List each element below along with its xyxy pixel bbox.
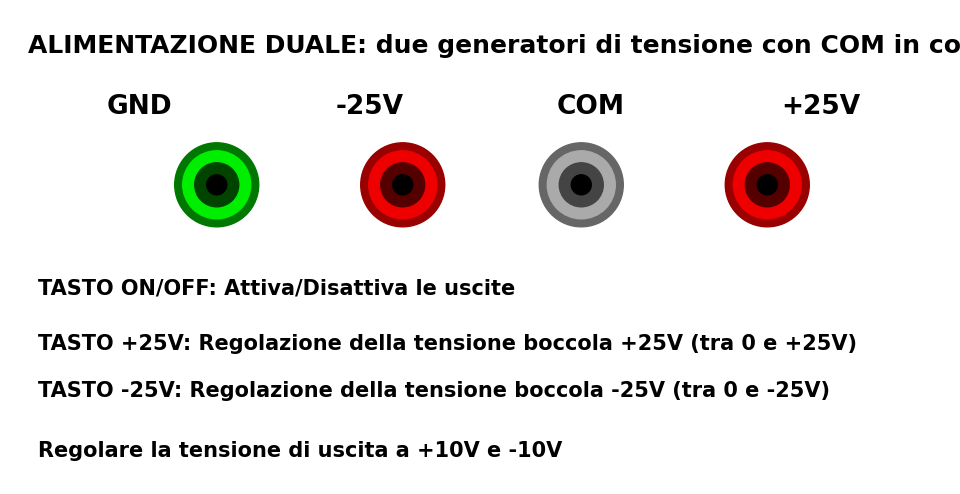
- Text: TASTO ON/OFF: Attiva/Disattiva le uscite: TASTO ON/OFF: Attiva/Disattiva le uscite: [37, 279, 515, 298]
- Text: COM: COM: [557, 93, 625, 120]
- Text: TASTO -25V: Regolazione della tensione boccola -25V (tra 0 e -25V): TASTO -25V: Regolazione della tensione b…: [37, 380, 829, 401]
- Text: ALIMENTAZIONE DUALE: due generatori di tensione con COM in comune: ALIMENTAZIONE DUALE: due generatori di t…: [29, 34, 960, 58]
- Text: GND: GND: [107, 93, 172, 120]
- Text: +25V: +25V: [781, 93, 860, 120]
- Text: Regolare la tensione di uscita a +10V e -10V: Regolare la tensione di uscita a +10V e …: [37, 441, 562, 461]
- Text: TASTO +25V: Regolazione della tensione boccola +25V (tra 0 e +25V): TASTO +25V: Regolazione della tensione b…: [37, 334, 856, 354]
- Text: -25V: -25V: [335, 93, 403, 120]
